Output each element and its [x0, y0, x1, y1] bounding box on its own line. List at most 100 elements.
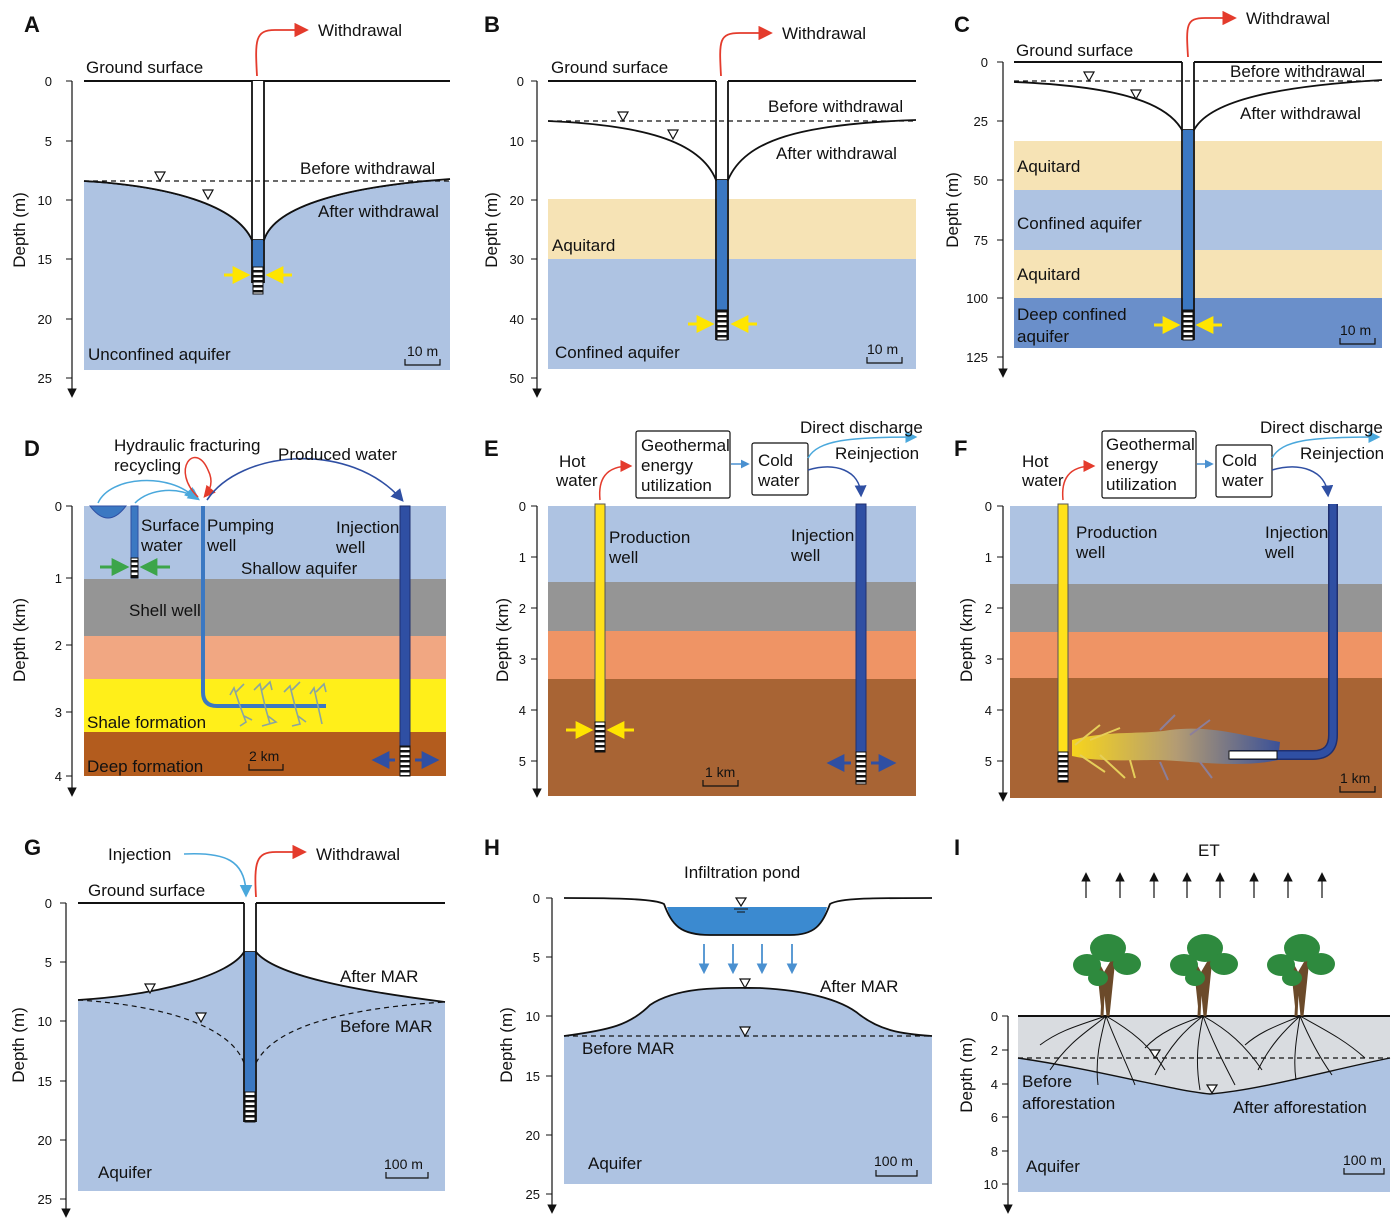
production-well-label-1: Production: [1076, 523, 1157, 542]
before-withdrawal-label: Before withdrawal: [1230, 62, 1365, 81]
gray-layer: [1010, 584, 1382, 632]
direct-discharge-arrow: [807, 431, 918, 459]
tick-label: 10: [526, 1009, 540, 1024]
infiltration-pond-water: [667, 907, 827, 935]
ground-surface-label: Ground surface: [88, 881, 205, 900]
hot-water-label-2: water: [555, 471, 598, 490]
tick-label: 30: [510, 252, 524, 267]
cold-water-box: [1215, 444, 1273, 498]
well-gap: [252, 81, 264, 83]
tick-label: 0: [45, 896, 52, 911]
geothermal-label-2: energy: [641, 456, 693, 475]
tick-label: 2: [985, 601, 992, 616]
pumping-well-label-2: well: [206, 536, 236, 555]
geothermal-label-2: energy: [1106, 455, 1158, 474]
panel-letter: B: [484, 12, 500, 37]
shallow-layer: [548, 506, 916, 582]
aquitard-label: Aquitard: [1017, 157, 1080, 176]
after-withdrawal-label: After withdrawal: [776, 144, 897, 163]
tick-label: 1: [55, 571, 62, 586]
axis-label: Depth (km): [493, 598, 512, 682]
geothermal-label-3: utilization: [1106, 475, 1177, 494]
well-screen: [244, 1091, 256, 1123]
ground-surface-line: [563, 897, 933, 936]
panel-f: F Hot water Geothermal energy utilizatio…: [954, 418, 1384, 802]
panel-e: E Hot water Geothermal energy utilizatio…: [484, 418, 923, 798]
aquifer-label: Aquifer: [98, 1163, 152, 1182]
tick-label: 1: [985, 550, 992, 565]
panel-letter: G: [24, 835, 41, 860]
water-table-symbol: [1129, 89, 1143, 101]
depth-ticks: 0 2 4 6 8 10: [984, 1009, 1008, 1192]
recycling-loop: [184, 456, 216, 498]
scale-label: 10 m: [407, 343, 438, 359]
injection-well: [855, 503, 867, 753]
tick-label: 2: [991, 1043, 998, 1058]
gray-layer: [548, 582, 916, 631]
hf-label-2: recycling: [114, 456, 181, 475]
ground-surface-label: Ground surface: [86, 58, 203, 77]
panel-a: A Withdrawal Ground surface Before withd…: [10, 12, 451, 398]
water-table-symbol: [201, 189, 215, 201]
withdrawal-arrow: [255, 22, 309, 77]
tick-label: 10: [38, 1014, 52, 1029]
reinjection-label: Reinjection: [835, 444, 919, 463]
orange-layer: [1010, 632, 1382, 678]
tick-label: 25: [38, 371, 52, 386]
tick-label: 25: [974, 114, 988, 129]
reinjection-label: Reinjection: [1300, 444, 1384, 463]
before-withdrawal-label: Before withdrawal: [768, 97, 903, 116]
tick-label: 4: [991, 1077, 998, 1092]
production-well: [594, 503, 606, 723]
aquifer-label: Aquifer: [588, 1154, 642, 1173]
cold-water-label-1: Cold: [1222, 451, 1257, 470]
scale-label: 100 m: [1343, 1152, 1382, 1168]
well-water: [253, 240, 263, 267]
water-table-symbol: [666, 129, 680, 141]
depth-ticks: 0 1 2 3 4 5: [985, 499, 1003, 769]
depth-ticks: 0 5 10 15 20 25: [526, 891, 552, 1202]
well-gap: [1182, 60, 1194, 64]
scale-label: 100 m: [874, 1153, 913, 1169]
tick-label: 4: [985, 703, 992, 718]
water-table-symbol: [616, 111, 630, 123]
water-table-symbol: [738, 1026, 752, 1038]
production-well: [1057, 503, 1069, 753]
shallow-layer: [1010, 506, 1382, 584]
geothermal-label-1: Geothermal: [641, 436, 730, 455]
produced-water-arrow: [206, 457, 404, 502]
surface-water-label-1: Surface: [141, 516, 200, 535]
withdrawal-label: Withdrawal: [316, 845, 400, 864]
tick-label: 0: [981, 55, 988, 70]
cold-water-label-2: water: [757, 471, 800, 490]
hydraulic-fractures: [229, 680, 327, 727]
well-water: [717, 180, 727, 310]
axis-label: Depth (m): [943, 172, 962, 248]
injection-well-label-1: Injection: [1265, 523, 1328, 542]
scale-label: 2 km: [249, 748, 279, 764]
geothermal-box: [1101, 430, 1197, 499]
scale-bar: [1339, 786, 1376, 793]
axis-label: Depth (km): [957, 598, 976, 682]
panel-letter: A: [24, 12, 40, 37]
depth-ticks: 0 1 2 3 4 5: [519, 499, 537, 769]
axis-label: Depth (m): [10, 192, 29, 268]
water-table-symbol: [143, 983, 157, 995]
tick-label: 100: [966, 291, 988, 306]
water-table-symbol: [194, 1012, 208, 1024]
tick-label: 0: [55, 499, 62, 514]
scale-bar: [385, 1172, 429, 1179]
after-mar-label: After MAR: [340, 967, 418, 986]
tick-label: 0: [517, 74, 524, 89]
tick-label: 0: [533, 891, 540, 906]
deep-aquifer-label-1: Deep confined: [1017, 305, 1127, 324]
aquifer-label: Unconfined aquifer: [88, 345, 231, 364]
hot-water-label-2: water: [1021, 471, 1064, 490]
panel-h: H Infiltration pond After MAR Before MAR…: [484, 835, 933, 1214]
scale-label: 1 km: [705, 764, 735, 780]
water-table-symbol: [1148, 1049, 1162, 1060]
tick-label: 15: [38, 252, 52, 267]
scale-bar: [875, 1170, 918, 1177]
surface-water-label-2: water: [140, 536, 183, 555]
